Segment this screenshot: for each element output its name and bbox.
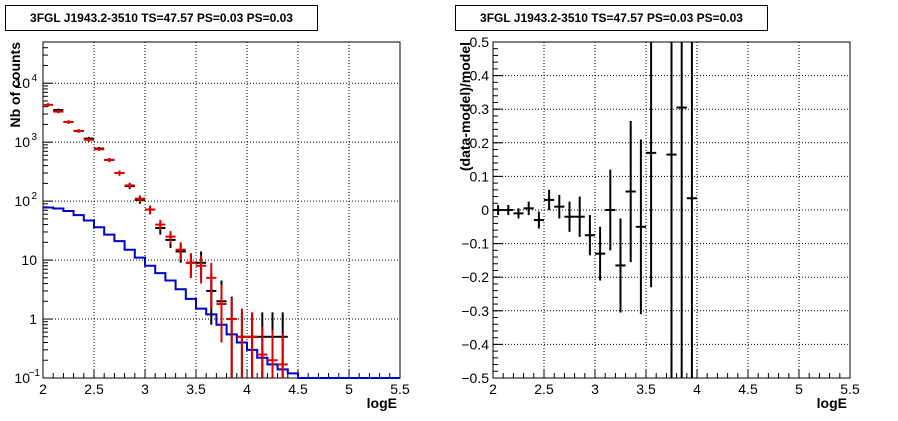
y-tick-label: 0.2 [470, 135, 490, 151]
y-tick-label: 0 [481, 202, 489, 218]
right-chart-title: 3FGL J1943.2-3510 TS=47.57 PS=0.03 PS=0.… [455, 5, 768, 31]
y-tick-exponent: −1 [29, 368, 41, 379]
x-tick-label: 3.5 [186, 381, 206, 397]
y-tick-label: 10 [14, 75, 30, 91]
x-tick-label: 2.5 [534, 381, 554, 397]
x-tick-label: 5.5 [390, 381, 410, 397]
y-tick-label: −0.1 [461, 236, 489, 252]
y-tick-exponent: 2 [31, 191, 37, 202]
y-tick-label: −0.5 [461, 370, 489, 386]
y-tick-label: 10 [14, 193, 30, 209]
x-tick-label: 5 [345, 381, 353, 397]
x-tick-label: 4 [243, 381, 251, 397]
y-tick-exponent: 3 [31, 132, 37, 143]
y-tick-label: 10 [21, 252, 37, 268]
y-axis-title: (data-model)/model [457, 42, 473, 171]
y-tick-label: 0.1 [470, 168, 490, 184]
x-tick-label: 3 [141, 381, 149, 397]
y-tick-label: −0.2 [461, 269, 489, 285]
y-tick-label: −0.3 [461, 303, 489, 319]
left-chart-title: 3FGL J1943.2-3510 TS=47.57 PS=0.03 PS=0.… [5, 5, 318, 31]
x-axis-title: logE [367, 395, 397, 411]
x-tick-label: 3 [591, 381, 599, 397]
x-tick-label: 5 [795, 381, 803, 397]
x-tick-label: 5.5 [840, 381, 860, 397]
y-tick-label: 0.5 [470, 34, 490, 50]
x-tick-label: 4 [693, 381, 701, 397]
model-histogram [43, 206, 400, 379]
x-tick-label: 4.5 [288, 381, 308, 397]
x-tick-label: 3.5 [636, 381, 656, 397]
x-tick-label: 2.5 [84, 381, 104, 397]
right-panel-residuals: 2 2.5 3 3.5 4 4.5 5 5.5 −0.5 −0.4 −0.3 −0.2 −0.1 0 0.1… [457, 34, 860, 411]
y-tick-exponent: 4 [31, 73, 37, 84]
y-tick-label: 10 [14, 134, 30, 150]
y-tick-label: 0.3 [470, 101, 490, 117]
y-tick-label: −0.4 [461, 336, 489, 352]
y-axis-title: Nb of counts [7, 42, 23, 128]
x-axis-title: logE [817, 395, 847, 411]
plot-frame [42, 41, 401, 379]
x-tick-label: 2 [489, 381, 497, 397]
x-tick-label: 2 [39, 381, 47, 397]
y-tick-label: 10 [14, 370, 30, 386]
y-tick-label: 0.4 [470, 68, 490, 84]
y-tick-label: 1 [29, 311, 37, 327]
x-tick-label: 4.5 [738, 381, 758, 397]
